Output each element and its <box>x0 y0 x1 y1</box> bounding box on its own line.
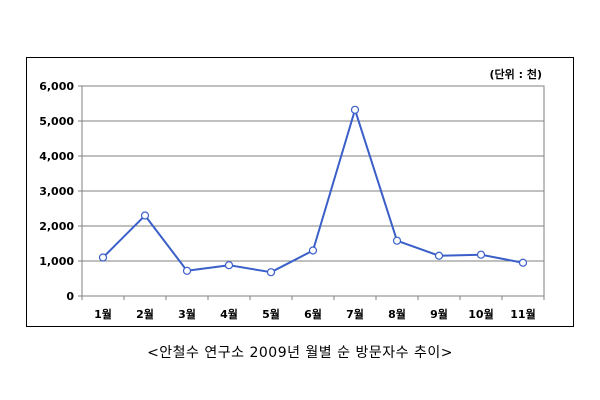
y-tick-label: 5,000 <box>39 115 74 128</box>
x-tick-label: 5월 <box>262 307 280 321</box>
y-tick-label: 3,000 <box>39 185 74 198</box>
x-tick-label: 10월 <box>468 307 493 321</box>
x-tick-label: 8월 <box>388 307 406 321</box>
data-point <box>266 268 276 277</box>
series <box>98 105 528 277</box>
unit-label: (단위 : 천) <box>490 67 542 81</box>
data-point <box>350 105 360 114</box>
x-tick-label: 11월 <box>510 307 535 321</box>
y-tick-label: 6,000 <box>39 80 74 93</box>
data-point <box>308 246 318 255</box>
data-point <box>224 261 234 270</box>
x-tick-label: 2월 <box>136 307 154 321</box>
y-axis: 0 1,000 2,000 3,000 4,000 5,000 6,000 <box>39 80 82 303</box>
chart-frame <box>26 57 574 327</box>
x-tick-label: 9월 <box>430 307 448 321</box>
x-axis: 1월 2월 3월 4월 5월 6월 7월 8월 9월 10월 11월 <box>81 296 545 321</box>
data-point <box>98 253 108 262</box>
y-tick-label: 0 <box>66 290 74 303</box>
data-point <box>518 258 528 267</box>
y-tick-label: 1,000 <box>39 255 74 268</box>
x-tick-label: 1월 <box>94 307 112 321</box>
data-point <box>476 250 486 259</box>
x-tick-label: 4월 <box>220 307 238 321</box>
data-point <box>140 211 150 220</box>
gridlines <box>82 85 544 262</box>
y-tick-label: 4,000 <box>39 150 74 163</box>
data-point <box>182 266 192 275</box>
data-point <box>434 251 444 260</box>
x-tick-label: 7월 <box>346 307 364 321</box>
y-tick-label: 2,000 <box>39 220 74 233</box>
chart-caption: <안철수 연구소 2009년 월별 순 방문자수 추이> <box>147 345 453 361</box>
x-tick-label: 6월 <box>304 307 322 321</box>
data-point <box>392 236 402 245</box>
x-tick-label: 3월 <box>178 307 196 321</box>
